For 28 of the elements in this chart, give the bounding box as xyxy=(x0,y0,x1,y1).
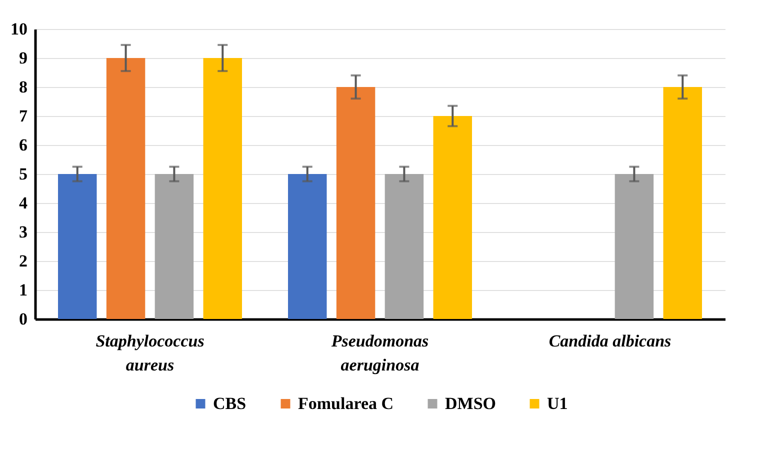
x-tick-label: Staphylococcus aureus xyxy=(96,332,205,374)
y-tick-label: 6 xyxy=(19,136,28,154)
bar xyxy=(433,116,472,319)
legend-label: Fomularea C xyxy=(298,394,394,413)
legend-label: CBS xyxy=(213,394,246,413)
y-tick-label: 7 xyxy=(19,106,28,126)
y-tick-label: 0 xyxy=(19,310,28,328)
y-tick-label: 1 xyxy=(19,280,28,300)
y-tick-label: 10 xyxy=(10,20,28,38)
bar xyxy=(614,174,654,319)
bar xyxy=(384,174,424,319)
bar xyxy=(106,58,146,319)
x-tick-label: Candida albicans xyxy=(548,332,672,350)
y-tick-label: 5 xyxy=(19,164,28,184)
x-tick-label: Pseudomonas aeruginosa xyxy=(330,332,430,374)
y-tick-label: 4 xyxy=(19,194,28,212)
bar xyxy=(663,87,702,319)
bar xyxy=(288,174,327,319)
bar xyxy=(203,58,242,319)
bar xyxy=(336,87,376,319)
bar xyxy=(58,174,97,319)
bar xyxy=(154,174,194,319)
y-tick-label: 2 xyxy=(19,252,28,270)
y-tick-label: 9 xyxy=(19,48,28,68)
legend-label: DMSO xyxy=(445,394,496,413)
y-tick-label: 3 xyxy=(19,222,28,242)
y-tick-label: 8 xyxy=(19,78,28,96)
legend-label: U1 xyxy=(547,394,568,413)
